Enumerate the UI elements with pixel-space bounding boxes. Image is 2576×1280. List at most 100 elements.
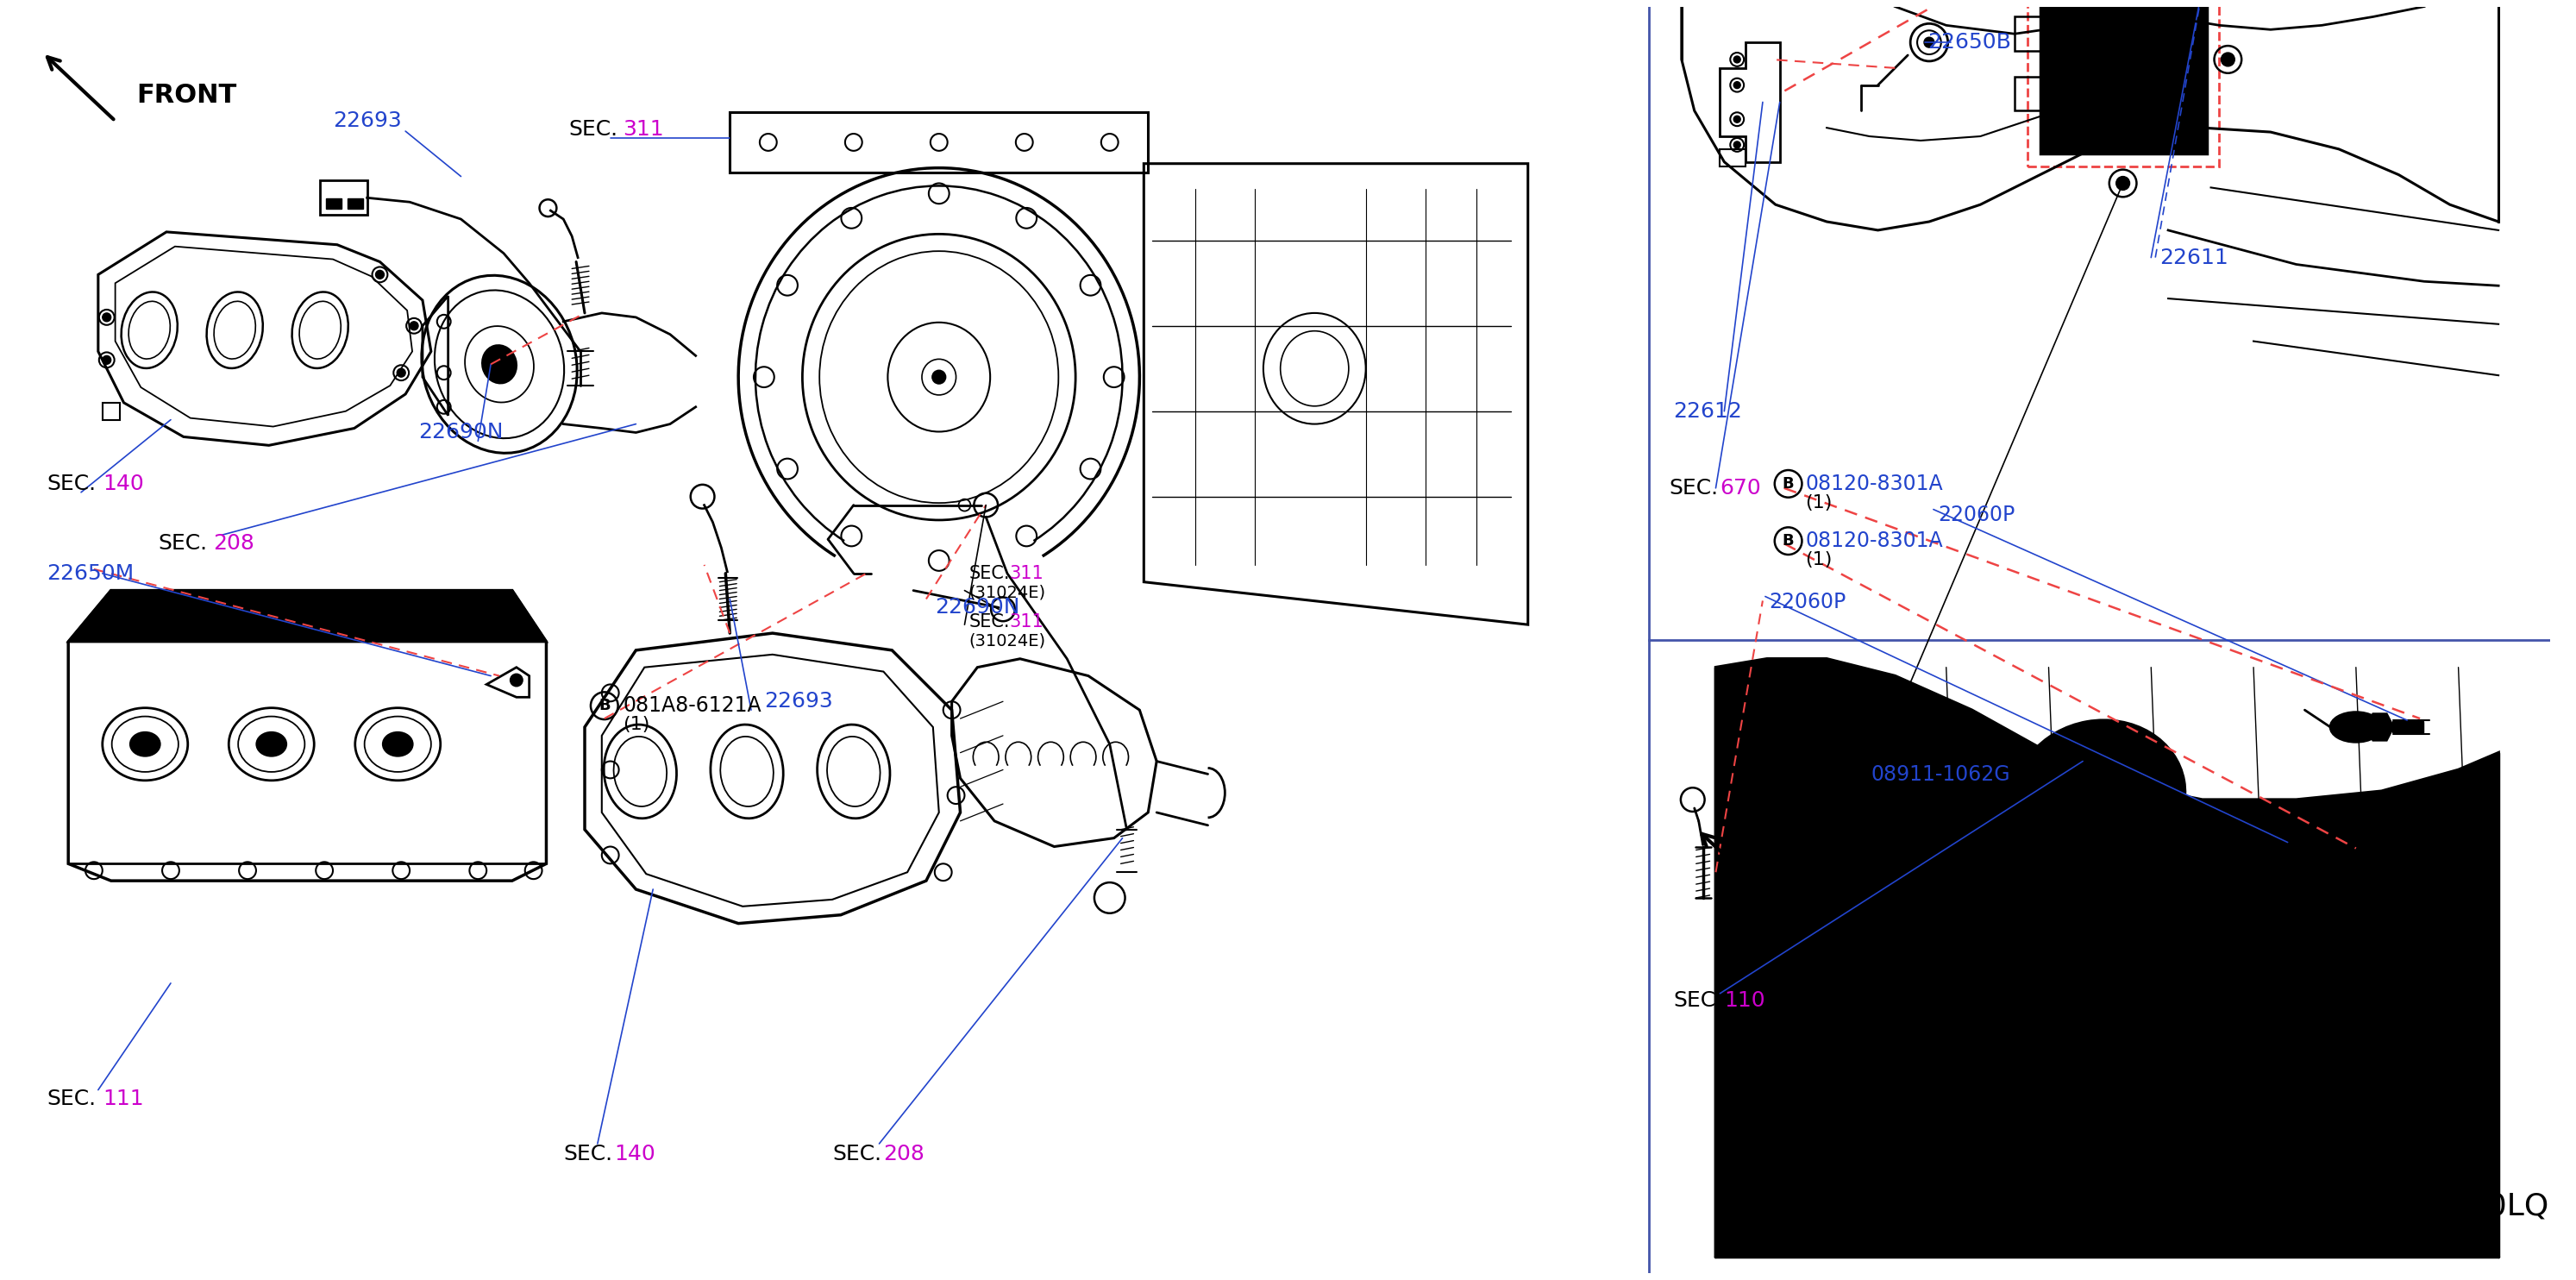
Circle shape (410, 321, 417, 330)
Bar (2393, 722, 2424, 732)
Text: (31024E): (31024E) (969, 584, 1046, 600)
Bar (348, 198, 363, 209)
Bar (2161, 115, 2177, 138)
Text: 22060P: 22060P (1937, 506, 2014, 526)
Ellipse shape (273, 608, 299, 623)
Text: J22600LQ: J22600LQ (2398, 1192, 2548, 1221)
Ellipse shape (482, 346, 518, 383)
Circle shape (510, 675, 523, 686)
Circle shape (103, 314, 111, 321)
Text: 08120-8301A: 08120-8301A (1806, 531, 1942, 552)
Bar (2076, 0, 2092, 8)
Polygon shape (70, 590, 546, 641)
Bar (2076, 83, 2092, 105)
Bar (2184, 51, 2197, 73)
Ellipse shape (149, 608, 175, 623)
Text: FRONT: FRONT (137, 83, 237, 108)
Polygon shape (2324, 844, 2347, 867)
Text: 311: 311 (1010, 613, 1043, 631)
Text: SEC.: SEC. (569, 119, 618, 140)
Bar (2120, 0, 2133, 8)
Bar (2347, 851, 2372, 859)
Ellipse shape (2110, 942, 2280, 1092)
Text: SEC.: SEC. (157, 534, 206, 554)
Circle shape (103, 356, 111, 365)
Ellipse shape (1819, 942, 1989, 1092)
Bar (2184, 18, 2197, 41)
Polygon shape (2367, 714, 2393, 740)
Bar (2014, 17, 2040, 51)
Bar (2097, 51, 2112, 73)
Bar (327, 198, 343, 209)
Ellipse shape (2331, 712, 2383, 742)
Bar (2120, 51, 2133, 73)
Ellipse shape (371, 595, 448, 637)
Text: 140: 140 (616, 1143, 657, 1165)
Bar (2056, 83, 2069, 105)
Ellipse shape (1739, 732, 1880, 859)
Text: 22650M: 22650M (46, 563, 134, 584)
Bar (2161, 0, 2177, 8)
Text: B: B (1783, 534, 1793, 549)
Text: B: B (1783, 476, 1793, 492)
Bar (2120, 115, 2133, 138)
Bar (2056, 0, 2069, 8)
Text: 22611: 22611 (2159, 247, 2228, 268)
Text: (31024E): (31024E) (969, 632, 1046, 649)
Polygon shape (1716, 659, 2499, 1257)
Text: 08911-1062G: 08911-1062G (1870, 764, 2009, 785)
Text: 208: 208 (884, 1143, 925, 1165)
Text: 22693: 22693 (765, 691, 832, 712)
Text: 22693: 22693 (332, 110, 402, 132)
Circle shape (397, 369, 404, 378)
Bar (2014, 77, 2040, 110)
Ellipse shape (2045, 746, 2156, 845)
Circle shape (1734, 115, 1741, 123)
Text: SEC.: SEC. (969, 564, 1010, 582)
Text: 670: 670 (1721, 477, 1762, 498)
Text: (1): (1) (623, 716, 649, 733)
Bar (2141, 0, 2154, 8)
Circle shape (2115, 177, 2130, 191)
Bar (2184, 115, 2197, 138)
Ellipse shape (2336, 718, 2360, 736)
Text: 311: 311 (1010, 564, 1043, 582)
Bar (2056, 51, 2069, 73)
Bar (2076, 115, 2092, 138)
Text: 081A8-6121A: 081A8-6121A (623, 695, 762, 716)
Text: N: N (1850, 767, 1862, 782)
Text: 208: 208 (214, 534, 255, 554)
Ellipse shape (2123, 954, 2264, 1080)
Text: 311: 311 (623, 119, 665, 140)
Bar (1721, 148, 1747, 166)
Text: 111: 111 (103, 1088, 144, 1108)
Text: SEC.: SEC. (1672, 989, 1723, 1011)
Ellipse shape (1873, 991, 1935, 1044)
Ellipse shape (1832, 954, 1976, 1080)
Text: SEC.: SEC. (564, 1143, 613, 1165)
Bar (2097, 83, 2112, 105)
Bar (2120, 83, 2133, 105)
Bar (2161, 83, 2177, 105)
Ellipse shape (1899, 746, 2009, 845)
Bar (2056, 18, 2069, 41)
Circle shape (2221, 52, 2236, 67)
Ellipse shape (1780, 769, 1839, 822)
Text: 22612: 22612 (1672, 401, 1741, 421)
Ellipse shape (2035, 1006, 2061, 1029)
Bar (2184, 0, 2197, 8)
Ellipse shape (247, 595, 325, 637)
Ellipse shape (2020, 991, 2079, 1044)
Circle shape (1734, 56, 1741, 63)
Ellipse shape (124, 595, 201, 637)
Text: SEC.: SEC. (46, 1088, 95, 1108)
Ellipse shape (384, 732, 412, 756)
Bar (103, 403, 118, 420)
Ellipse shape (1723, 721, 1896, 870)
Ellipse shape (397, 608, 422, 623)
Bar (2027, 0, 2221, 166)
Text: FRONT: FRONT (1775, 854, 1857, 874)
Circle shape (1734, 141, 1741, 148)
Bar (2141, 83, 2154, 105)
Circle shape (376, 270, 384, 279)
